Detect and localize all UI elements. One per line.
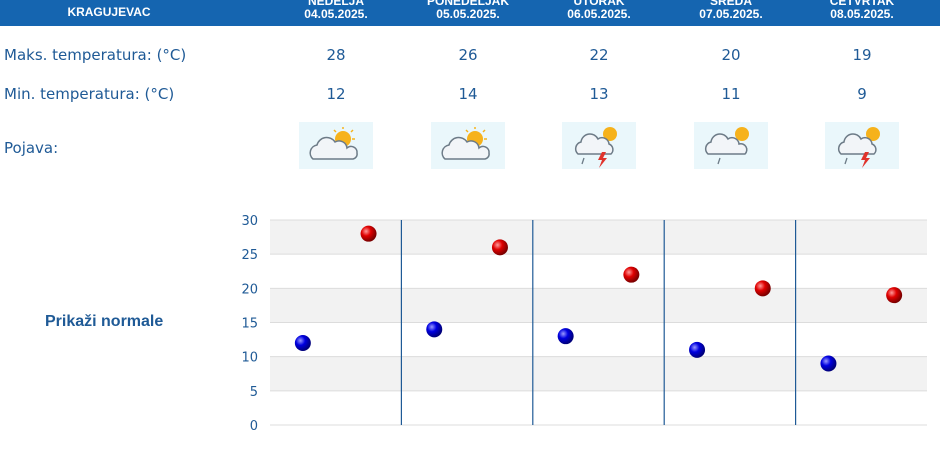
min-temp-point bbox=[820, 355, 837, 372]
chart-band bbox=[270, 356, 927, 391]
chart-band bbox=[270, 322, 927, 357]
min-temp-point bbox=[294, 335, 311, 351]
max-temp-value: 26 bbox=[458, 46, 478, 64]
partly-cloudy-sun-icon bbox=[431, 122, 505, 169]
day-header-1: PONEDELJAK 05.05.2025. bbox=[402, 0, 534, 21]
y-tick-label: 10 bbox=[241, 351, 258, 366]
min-temp-value: 11 bbox=[721, 85, 741, 103]
day-name: UTORAK bbox=[573, 0, 625, 8]
city-name: KRAGUJEVAC bbox=[67, 5, 151, 19]
thunderstorm-rain-sun-icon bbox=[562, 122, 636, 169]
thunderstorm-rain-sun-icon bbox=[825, 122, 899, 169]
min-temp-point bbox=[689, 341, 706, 358]
day-name: ČETVRTAK bbox=[829, 0, 895, 8]
day-header-3: SREDA 07.05.2025. bbox=[665, 0, 797, 21]
max-temp-value: 28 bbox=[326, 46, 346, 64]
max-temp-point bbox=[886, 287, 903, 304]
max-temp-point bbox=[754, 280, 771, 297]
y-tick-label: 0 bbox=[250, 419, 258, 434]
min-temp-point bbox=[426, 321, 443, 338]
y-tick-label: 15 bbox=[241, 317, 258, 332]
max-temp-label: Maks. temperatura: (°C) bbox=[4, 46, 187, 64]
show-normals-link[interactable]: Prikaži normale bbox=[45, 313, 164, 330]
y-tick-label: 20 bbox=[241, 282, 258, 297]
forecast-header: KRAGUJEVAC NEDELJA 04.05.2025. PONEDELJA… bbox=[0, 0, 940, 26]
day-name: NEDELJA bbox=[307, 0, 364, 8]
chart-band bbox=[270, 254, 927, 289]
partly-cloudy-sun-icon bbox=[299, 122, 373, 169]
max-temp-value: 22 bbox=[589, 46, 609, 64]
day-name: PONEDELJAK bbox=[426, 0, 509, 8]
day-header-4: ČETVRTAK 08.05.2025. bbox=[796, 0, 928, 21]
min-temp-point bbox=[557, 328, 574, 345]
max-temp-value: 20 bbox=[721, 46, 741, 64]
day-date: 08.05.2025. bbox=[830, 7, 894, 21]
phenomenon-label: Pojava: bbox=[4, 139, 59, 157]
y-tick-label: 30 bbox=[241, 214, 258, 229]
day-date: 05.05.2025. bbox=[436, 7, 500, 21]
min-temp-value: 13 bbox=[589, 85, 609, 103]
max-temp-point bbox=[623, 266, 640, 283]
min-temp-value: 12 bbox=[326, 85, 346, 103]
y-tick-label: 5 bbox=[250, 385, 258, 400]
min-temp-label: Min. temperatura: (°C) bbox=[4, 85, 175, 103]
day-name: SREDA bbox=[709, 0, 752, 8]
max-temp-value: 19 bbox=[852, 46, 872, 64]
min-temp-value: 9 bbox=[857, 85, 867, 103]
day-date: 04.05.2025. bbox=[304, 7, 368, 21]
day-header-0: NEDELJA 04.05.2025. bbox=[270, 0, 402, 21]
max-temp-point bbox=[360, 225, 377, 242]
day-date: 06.05.2025. bbox=[567, 7, 631, 21]
chart-band bbox=[270, 288, 927, 323]
day-header-2: UTORAK 06.05.2025. bbox=[533, 0, 665, 21]
min-temp-value: 14 bbox=[458, 85, 478, 103]
day-date: 07.05.2025. bbox=[699, 7, 763, 21]
rain-cloud-sun-icon bbox=[694, 122, 768, 169]
max-temp-point bbox=[491, 239, 508, 256]
chart-band bbox=[270, 390, 927, 425]
y-tick-label: 25 bbox=[241, 248, 258, 263]
chart-band bbox=[270, 220, 927, 255]
